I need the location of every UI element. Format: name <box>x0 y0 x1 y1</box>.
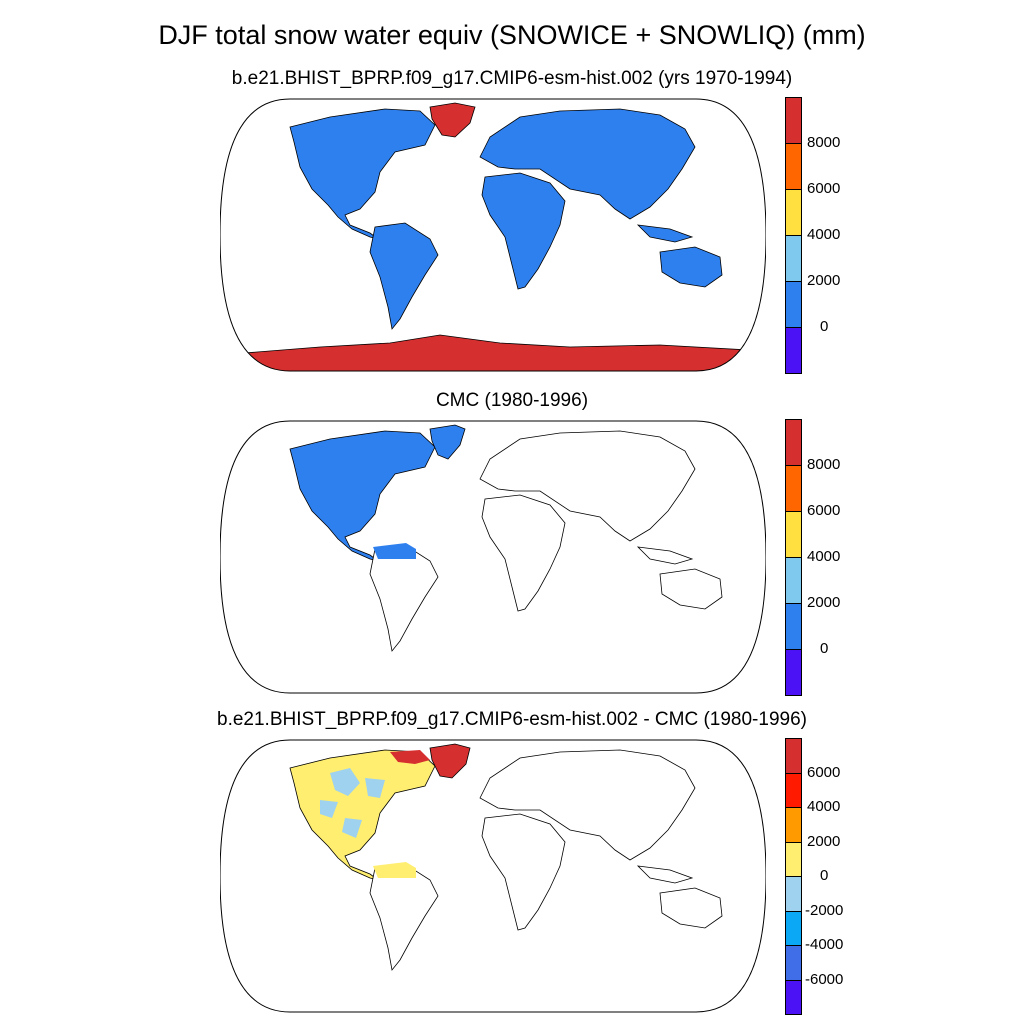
colorbar-label: 2000 <box>807 832 841 850</box>
greenland <box>429 102 476 138</box>
indonesia <box>636 865 694 884</box>
colorbar-swatch <box>785 738 802 774</box>
panel-1-map <box>220 98 766 372</box>
indonesia <box>636 546 694 565</box>
north-america-negative-patch <box>365 778 385 798</box>
colorbar-swatch <box>785 235 802 282</box>
colorbar-swatch <box>785 557 802 604</box>
eurasia <box>479 749 696 861</box>
south-america <box>369 863 439 971</box>
colorbar-label: 2000 <box>807 594 841 611</box>
north-america-negative-patch <box>320 800 338 818</box>
colorbar-swatch <box>785 143 802 190</box>
south-america <box>369 222 439 330</box>
australia <box>659 568 723 610</box>
eurasia <box>479 430 696 542</box>
south-america-north-band <box>373 862 416 878</box>
colorbar-swatch <box>785 327 802 374</box>
colorbar-swatch <box>785 281 802 328</box>
panel-1-title: b.e21.BHIST_BPRP.f09_g17.CMIP6-esm-hist.… <box>231 68 793 89</box>
colorbar-swatch <box>785 603 802 650</box>
colorbar-label: -4000 <box>805 936 844 953</box>
colorbar-swatch <box>785 511 802 558</box>
canada-arctic-positive <box>390 750 430 764</box>
africa <box>481 172 566 290</box>
colorbar-label: 6000 <box>807 763 841 781</box>
colorbar-swatch <box>785 945 802 981</box>
africa <box>481 813 566 931</box>
north-america <box>289 430 436 562</box>
australia <box>659 246 723 288</box>
colorbar-label: 8000 <box>807 134 841 151</box>
colorbar-label: 2000 <box>807 272 841 289</box>
colorbar-label: 4000 <box>807 548 841 565</box>
panel-2-map <box>220 420 766 694</box>
colorbar-swatch <box>785 649 802 696</box>
colorbar-swatch <box>785 807 802 843</box>
south-america-north-band <box>373 543 416 559</box>
australia <box>659 887 723 929</box>
colorbar-label: -2000 <box>805 901 844 919</box>
north-america-negative-patch <box>330 768 360 796</box>
colorbar-label: 0 <box>820 867 829 884</box>
colorbar-swatch <box>785 465 802 512</box>
north-america-negative-patch <box>342 818 362 838</box>
south-america <box>369 544 439 652</box>
north-america <box>289 108 436 240</box>
colorbar-label: 0 <box>820 640 829 657</box>
colorbar-label: 4000 <box>807 798 841 815</box>
colorbar-swatch <box>785 876 802 912</box>
colorbar-swatch <box>785 189 802 236</box>
greenland <box>429 743 471 779</box>
colorbar-label: 4000 <box>807 226 841 243</box>
colorbar-swatch <box>785 772 802 808</box>
colorbar-swatch <box>785 979 802 1015</box>
greenland <box>429 424 466 460</box>
colorbar-swatch <box>785 419 802 466</box>
colorbar-swatch <box>785 97 802 144</box>
colorbar-label: 6000 <box>807 180 841 197</box>
figure-title: DJF total snow water equiv (SNOWICE + SN… <box>158 20 866 50</box>
africa <box>481 494 566 612</box>
colorbar-swatch <box>785 910 802 946</box>
colorbar-label: 0 <box>820 318 829 335</box>
colorbar-label: -6000 <box>805 970 844 988</box>
eurasia <box>479 108 696 220</box>
antarctica <box>220 334 766 371</box>
colorbar-label: 6000 <box>807 502 841 519</box>
panel-2-title: CMC (1980-1996) <box>435 390 589 411</box>
colorbar-swatch <box>785 841 802 877</box>
panel-3-title: b.e21.BHIST_BPRP.f09_g17.CMIP6-esm-hist.… <box>217 709 807 730</box>
indonesia <box>636 224 694 243</box>
panel-3-map <box>220 739 766 1013</box>
colorbar-label: 8000 <box>807 456 841 473</box>
